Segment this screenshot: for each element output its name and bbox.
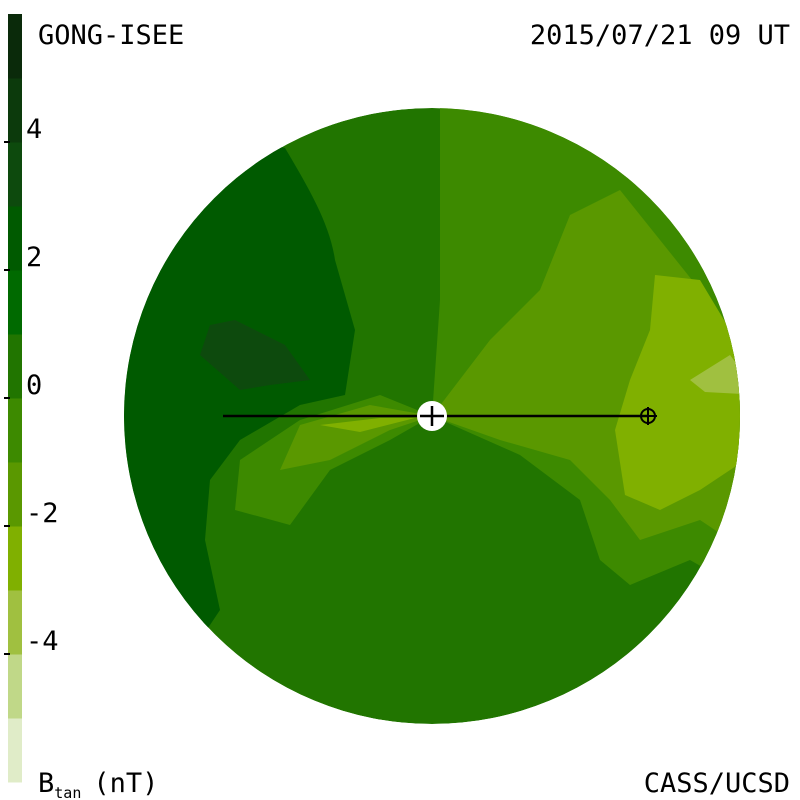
tick-label: -2 [26, 498, 59, 529]
title: GONG-ISEE [38, 20, 184, 51]
colorbar-band [8, 526, 22, 591]
colorbar-band [8, 590, 22, 655]
axis-symbol: B [38, 768, 54, 799]
subtitle: 2015/07/21 09 UT [530, 20, 790, 51]
contour-region [200, 320, 310, 390]
colorbar-band [8, 142, 22, 207]
colorbar-band [8, 78, 22, 143]
tick-label: 4 [26, 114, 42, 145]
colorbar-band [8, 462, 22, 527]
credit: CASS/UCSD [644, 768, 790, 799]
colorbar-band [8, 398, 22, 463]
axis-unit: (nT) [93, 768, 158, 799]
colorbar: -4 -2 0 2 4 [4, 14, 59, 783]
colorbar-band [8, 14, 22, 79]
colorbar-band [8, 334, 22, 399]
earth-marker [639, 407, 657, 425]
colorbar-band [8, 270, 22, 335]
contour-region [320, 418, 415, 432]
tick-label: 2 [26, 242, 42, 273]
axis-subscript: tan [54, 784, 81, 800]
colorbar-band [8, 718, 22, 783]
colorbar-band [8, 654, 22, 719]
contour-region [690, 355, 740, 395]
tick-label: -4 [26, 626, 59, 657]
axis-label: Btan (nT) [38, 768, 158, 800]
contour-region [615, 275, 740, 510]
colorbar-band [8, 206, 22, 271]
tick-label: 0 [26, 370, 42, 401]
